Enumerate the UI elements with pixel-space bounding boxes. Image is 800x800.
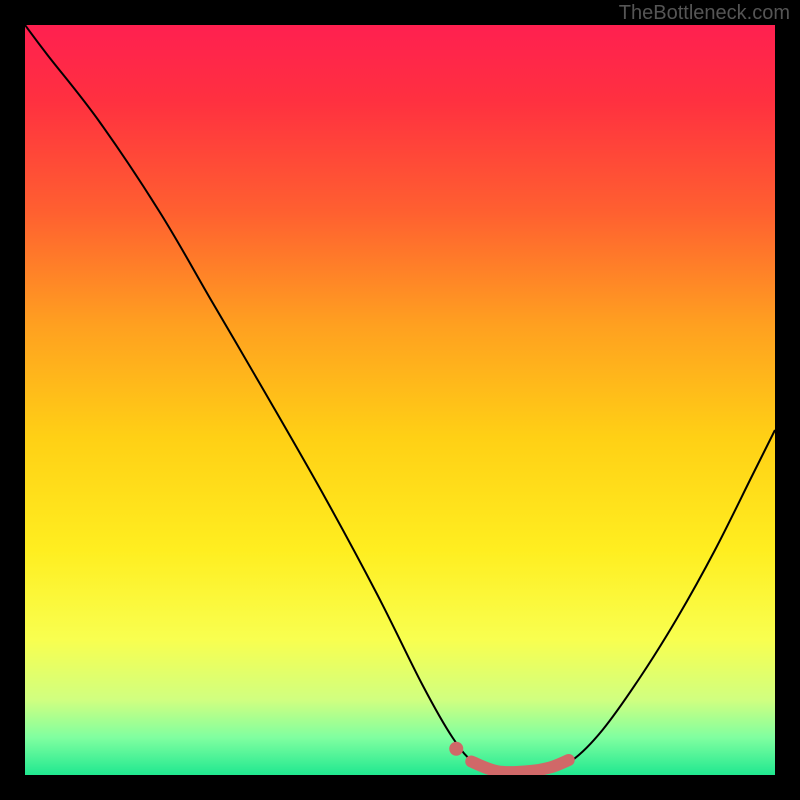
watermark: TheBottleneck.com xyxy=(619,2,790,25)
gradient-background xyxy=(25,25,775,775)
chart-area xyxy=(25,25,775,775)
optimal-point-marker xyxy=(449,742,463,756)
bottleneck-curve-chart xyxy=(25,25,775,775)
